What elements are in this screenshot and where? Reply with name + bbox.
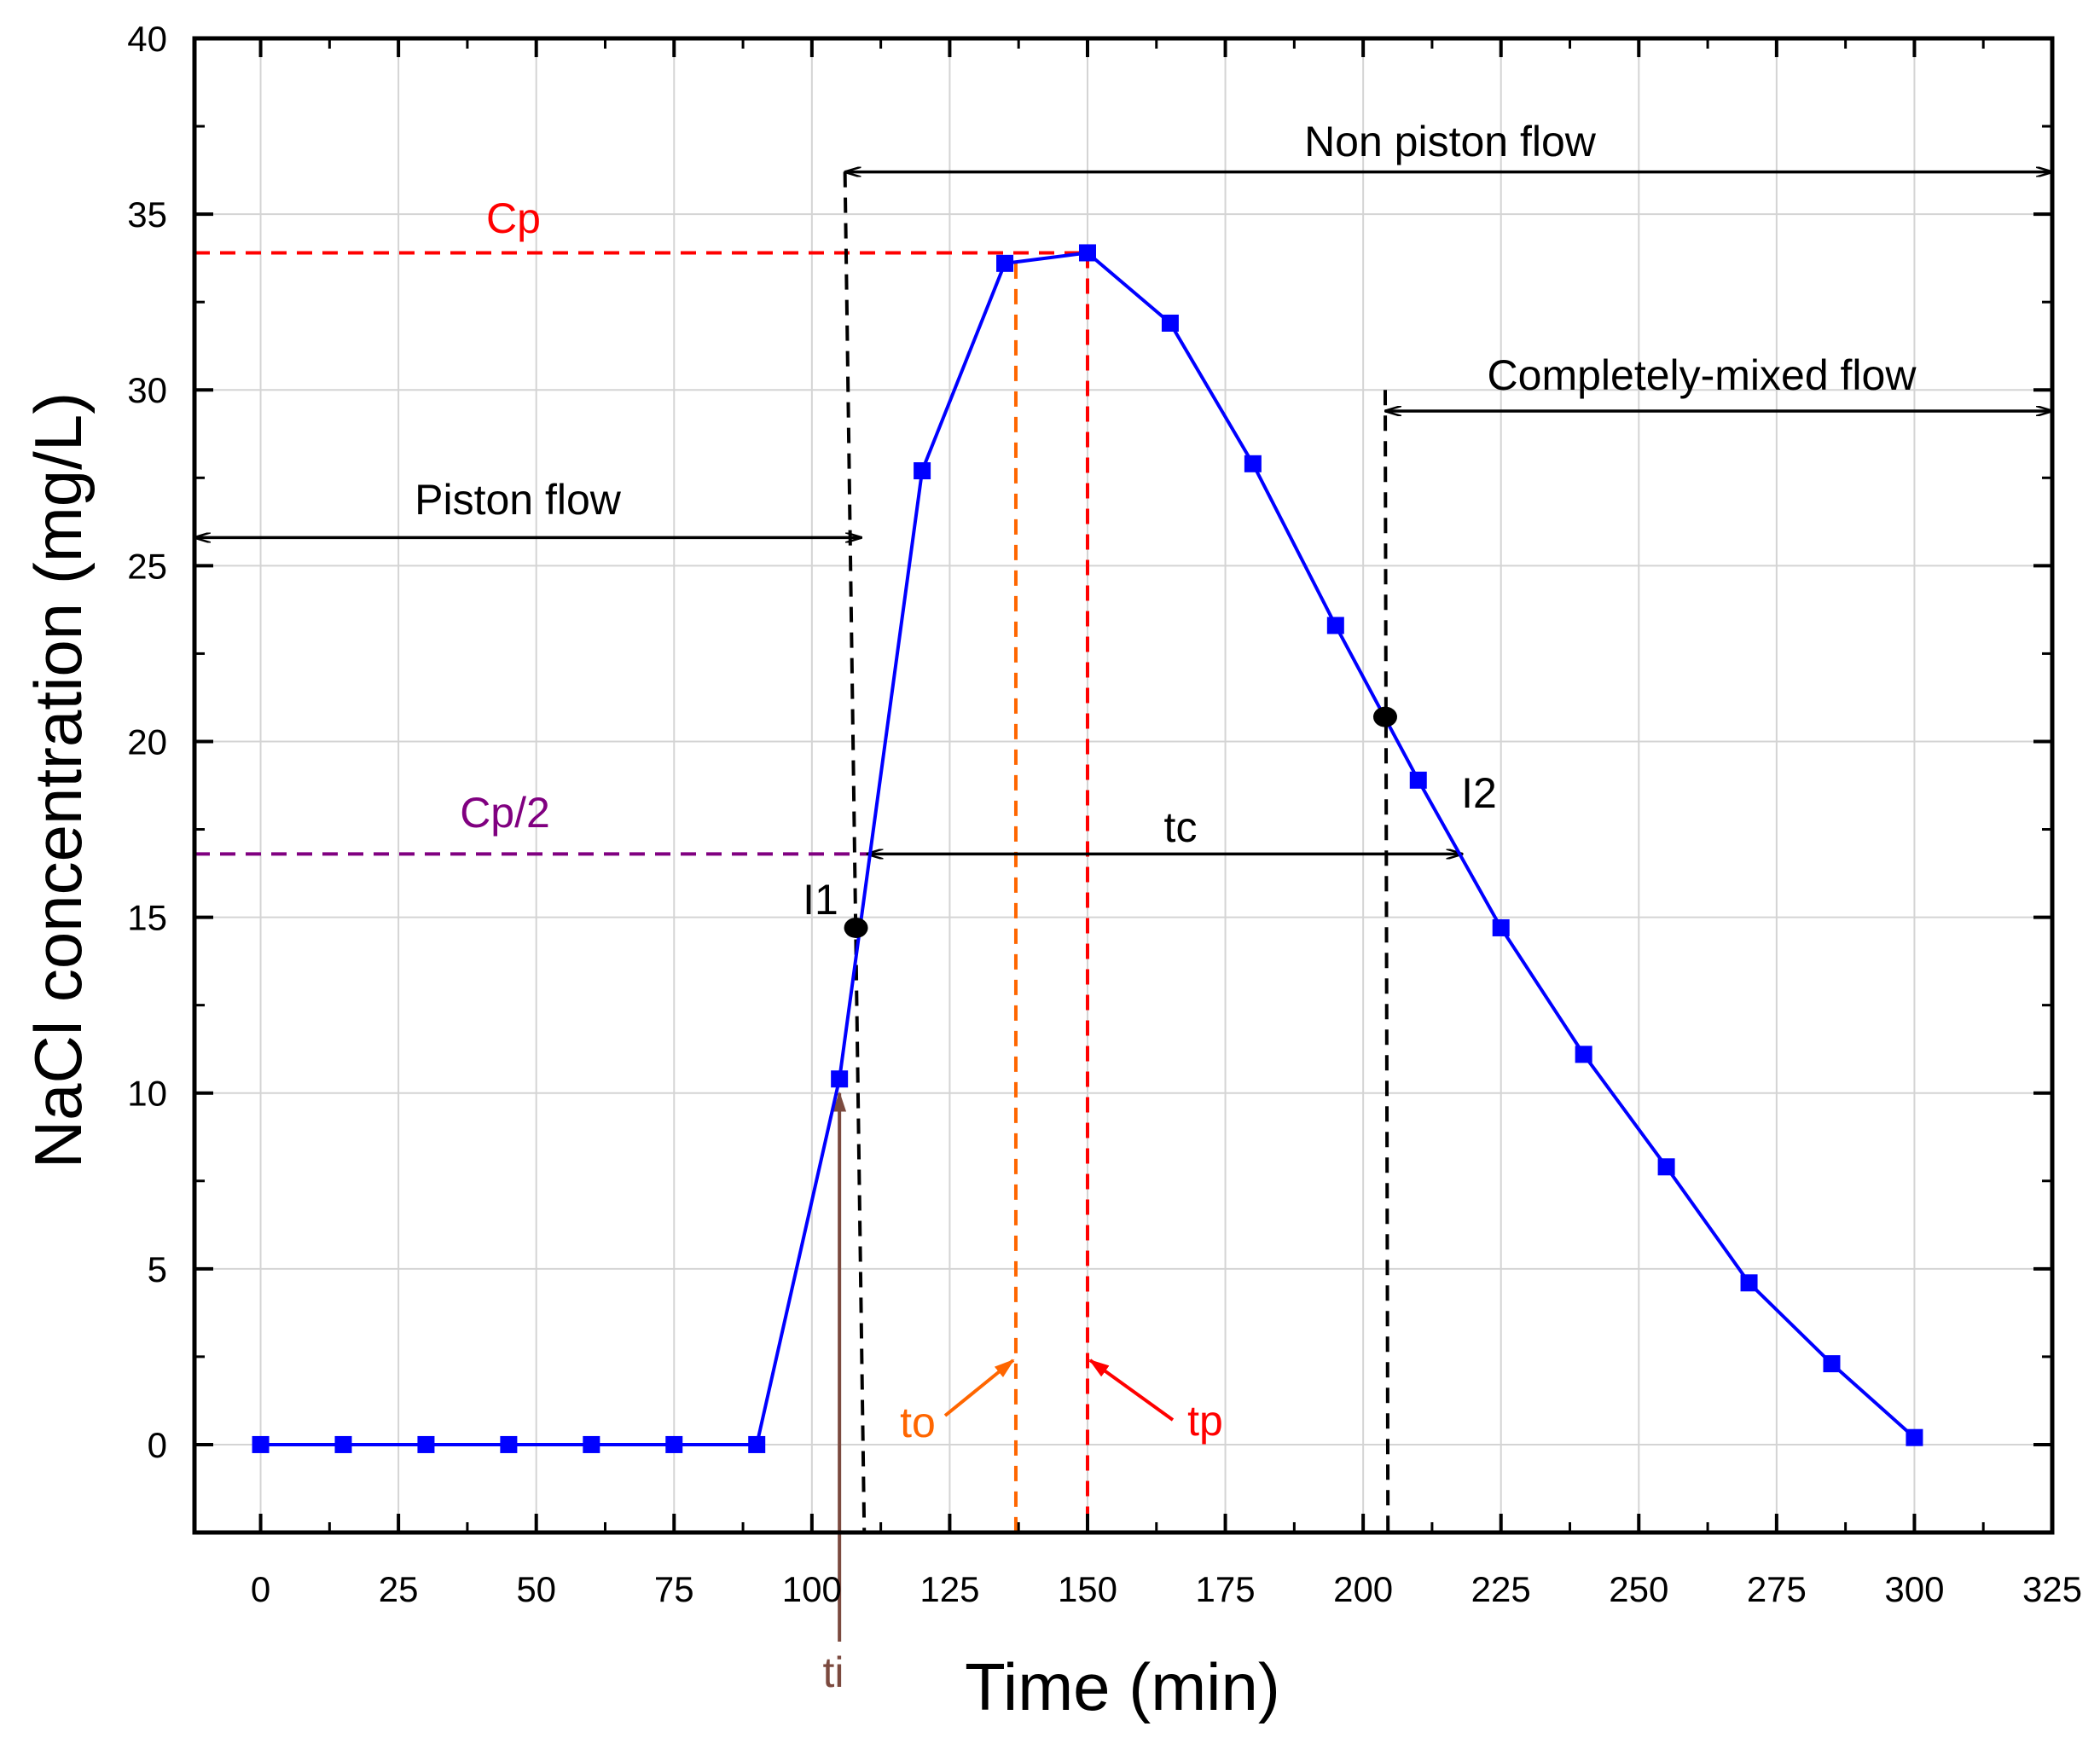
data-point xyxy=(665,1435,683,1453)
x-tick-label: 200 xyxy=(1333,1569,1393,1609)
data-point xyxy=(1906,1428,1923,1446)
y-axis-title: NaCl concentration (mg/L) xyxy=(20,392,96,1168)
data-point xyxy=(1161,314,1179,332)
x-tick-label: 125 xyxy=(919,1569,979,1609)
plot-border xyxy=(192,36,2055,1535)
data-point xyxy=(914,462,931,480)
x-tick-label: 0 xyxy=(251,1569,270,1609)
labels: 0 25 50 75 100 125 150 175 200 225 250 275 300 325 0 5 1… xyxy=(20,19,2082,1724)
y-tick-label: 30 xyxy=(127,370,167,410)
data-point xyxy=(500,1435,518,1453)
data-point xyxy=(334,1435,352,1453)
data-point xyxy=(417,1435,435,1453)
tc-label: tc xyxy=(1164,803,1198,851)
mixed-boundary-line xyxy=(1383,390,1390,1533)
tp-label: tp xyxy=(1187,1397,1223,1445)
data-point xyxy=(996,254,1014,272)
x-tick-label: 175 xyxy=(1196,1569,1256,1609)
data-point xyxy=(1409,771,1427,789)
y-tick-label: 10 xyxy=(127,1074,167,1114)
inflection-point xyxy=(1372,706,1397,727)
x-tick-label: 300 xyxy=(1884,1569,1944,1609)
x-tick-label: 25 xyxy=(379,1569,419,1609)
x-tick-label: 225 xyxy=(1471,1569,1531,1609)
x-axis-title: Time (min) xyxy=(965,1649,1280,1724)
data-point xyxy=(748,1435,766,1453)
x-tick-label: 75 xyxy=(654,1569,694,1609)
x-tick-label: 250 xyxy=(1609,1569,1668,1609)
y-tick-label: 20 xyxy=(127,721,167,762)
data-point xyxy=(1823,1355,1841,1373)
piston-boundary-line xyxy=(843,171,867,1533)
completely-mixed-flow-label: Completely-mixed flow xyxy=(1488,351,1917,399)
annotation-lines xyxy=(194,172,2052,1642)
data-point xyxy=(1657,1158,1675,1176)
x-tick-label: 325 xyxy=(2022,1569,2082,1609)
inflection-point xyxy=(844,917,868,938)
y-tick-label: 35 xyxy=(127,194,167,235)
piston-flow-label: Piston flow xyxy=(415,476,622,524)
y-tick-label: 40 xyxy=(127,19,167,59)
cp-half-label: Cp/2 xyxy=(460,789,550,837)
data-point xyxy=(1492,918,1510,936)
non-piston-flow-label: Non piston flow xyxy=(1304,118,1597,165)
data-series xyxy=(252,244,1923,1453)
x-tick-label: 50 xyxy=(516,1569,556,1609)
y-tick-label: 5 xyxy=(148,1249,167,1289)
data-point xyxy=(831,1070,849,1088)
data-point xyxy=(583,1435,600,1453)
x-tick-label: 275 xyxy=(1747,1569,1807,1609)
y-tick-label: 0 xyxy=(148,1425,167,1465)
plot-frame xyxy=(192,36,2055,1535)
ti-label: ti xyxy=(823,1648,844,1696)
tp-arrow xyxy=(1088,1359,1175,1422)
y-tick-label: 15 xyxy=(127,898,167,938)
y-tick-label: 25 xyxy=(127,546,167,586)
cp-label: Cp xyxy=(486,194,541,242)
to-arrow xyxy=(943,1359,1015,1417)
data-point xyxy=(1740,1274,1758,1292)
x-tick-label: 150 xyxy=(1058,1569,1117,1609)
to-label: to xyxy=(900,1399,936,1446)
data-point xyxy=(1078,244,1096,262)
data-point xyxy=(1244,455,1262,472)
i2-label: I2 xyxy=(1461,769,1497,817)
data-point xyxy=(252,1435,270,1453)
data-point xyxy=(1326,617,1344,634)
x-tick-label: 100 xyxy=(782,1569,842,1609)
data-point xyxy=(1575,1046,1592,1063)
i1-label: I1 xyxy=(803,876,838,924)
